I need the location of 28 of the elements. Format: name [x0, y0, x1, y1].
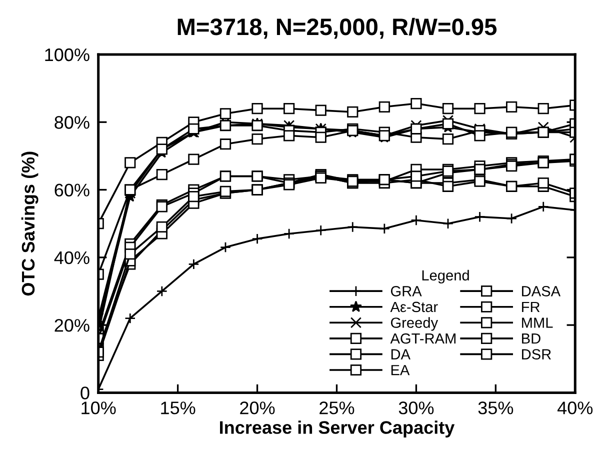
x-tick-label: 40%: [557, 402, 593, 414]
legend-label: DSR: [522, 349, 551, 360]
x-axis-title: Increase in Server Capacity: [220, 420, 455, 438]
chart-title: M=3718, N=25,000, R/W=0.95: [178, 18, 497, 39]
legend-label: GRA: [390, 286, 422, 296]
legend-label: Greedy: [390, 317, 438, 331]
x-tick-label: 15%: [161, 402, 196, 414]
x-tick-label: 10%: [82, 402, 116, 414]
y-tick-label: 100%: [45, 48, 90, 62]
legend-label: DA: [391, 349, 410, 360]
legend-label: MML: [522, 318, 553, 328]
x-tick-label: 35%: [478, 402, 514, 414]
x-tick-label: 25%: [320, 402, 354, 414]
x-tick-label: 30%: [398, 402, 434, 414]
y-tick-label: 80%: [54, 116, 90, 129]
y-tick-label: 60%: [54, 184, 90, 196]
y-axis-title: OTC Savings (%): [21, 152, 38, 296]
legend-label: BD: [522, 334, 540, 344]
y-tick-label: 20%: [54, 319, 90, 332]
y-tick-label: 0: [80, 386, 90, 400]
legend-label: DASA: [522, 286, 561, 296]
legend-title: Legend: [422, 270, 469, 284]
x-tick-label: 20%: [240, 402, 275, 414]
legend-label: AGT-RAM: [390, 333, 456, 344]
legend-label: FR: [522, 302, 540, 312]
legend-label: EA: [391, 365, 410, 376]
legend-label: Aε-Star: [390, 302, 438, 312]
y-tick-label: 40%: [54, 251, 90, 264]
